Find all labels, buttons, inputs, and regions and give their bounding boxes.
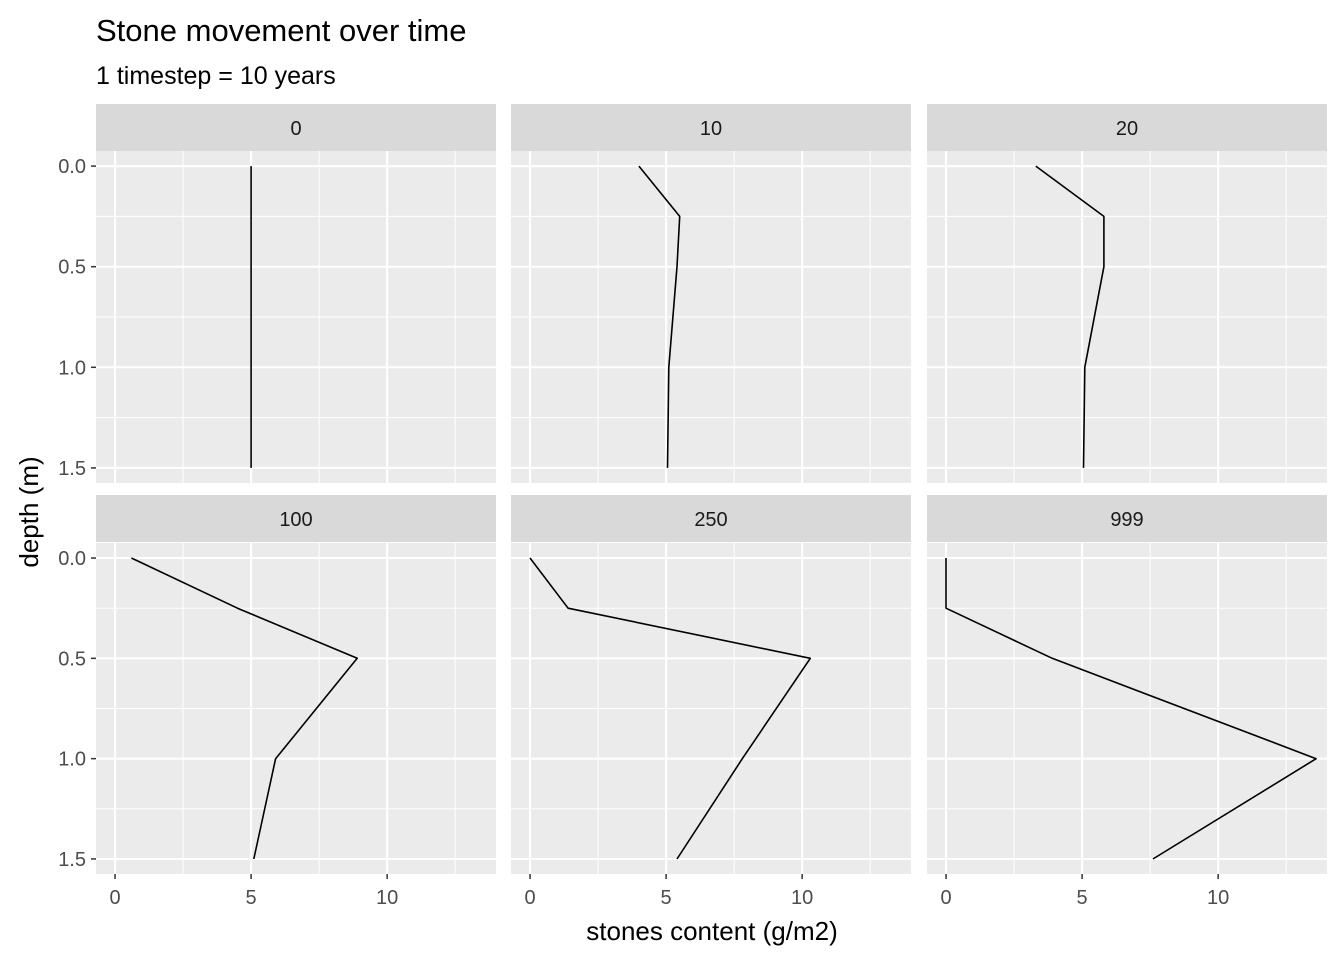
facet-strip-label: 20 — [1116, 118, 1138, 140]
facet-panel-100: 100 — [96, 495, 496, 874]
facet-panels: 0 10 20 100 250 999 — [96, 104, 1327, 874]
facet-strip — [927, 104, 1327, 151]
facet-strip — [511, 104, 911, 151]
facet-panel-250: 250 — [511, 495, 911, 874]
series-line-10 — [638, 165, 681, 468]
x-axis-ticks: 0 5 10 0 5 10 0 5 10 — [109, 874, 1229, 909]
x-tick-label: 0 — [109, 887, 120, 909]
facet-strip — [927, 495, 1327, 542]
facet-strip-label: 100 — [279, 509, 312, 531]
facet-strip-label: 999 — [1110, 509, 1143, 531]
facet-strip-label: 10 — [700, 118, 722, 140]
y-axis-title: depth (m) — [14, 456, 44, 567]
facet-strip — [96, 495, 496, 542]
facet-strip — [511, 495, 911, 542]
facet-panel-10: 10 — [511, 104, 911, 483]
x-tick-label: 0 — [524, 887, 535, 909]
facet-panel-0: 0 — [96, 104, 496, 483]
facet-strip — [96, 104, 496, 151]
x-axis-title: stones content (g/m2) — [586, 916, 837, 946]
x-tick-label: 5 — [661, 887, 672, 909]
series-line-999 — [945, 558, 1317, 860]
series-line-250 — [529, 557, 812, 860]
y-tick-label: 1.0 — [58, 749, 86, 771]
x-tick-label: 10 — [376, 887, 398, 909]
y-tick-label: 1.5 — [58, 458, 86, 480]
y-tick-label: 0.0 — [58, 548, 86, 570]
y-tick-label: 0.0 — [58, 156, 86, 178]
facet-strip-label: 250 — [694, 509, 727, 531]
y-tick-label: 1.0 — [58, 357, 86, 379]
y-tick-label: 0.5 — [58, 257, 86, 279]
y-tick-label: 0.5 — [58, 648, 86, 670]
x-tick-label: 5 — [246, 887, 257, 909]
chart-title: Stone movement over time — [96, 13, 466, 48]
y-tick-label: 1.5 — [58, 849, 86, 871]
x-tick-label: 5 — [1077, 887, 1088, 909]
chart-subtitle: 1 timestep = 10 years — [96, 62, 336, 90]
x-tick-label: 10 — [1207, 887, 1229, 909]
facet-panel-20: 20 — [927, 104, 1327, 483]
x-tick-label: 0 — [940, 887, 951, 909]
facet-strip-label: 0 — [290, 118, 301, 140]
series-line-20 — [1035, 165, 1105, 468]
series-line-100 — [131, 557, 359, 860]
x-tick-label: 10 — [791, 887, 813, 909]
facet-panel-999: 999 — [927, 495, 1327, 874]
y-axis-ticks: 0.0 0.5 1.0 1.5 0.0 0.5 1.0 1.5 — [58, 156, 96, 871]
